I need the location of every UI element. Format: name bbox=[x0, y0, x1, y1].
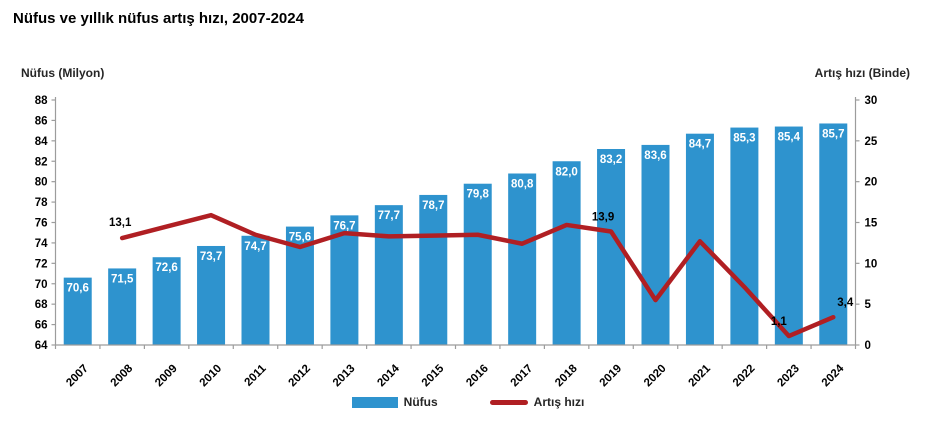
bar-value-label: 72,6 bbox=[155, 262, 177, 274]
x-axis-label-2023: 2023 bbox=[775, 363, 802, 390]
x-axis-label-2018: 2018 bbox=[553, 362, 580, 389]
x-axis-label-2020: 2020 bbox=[642, 363, 669, 390]
bar-value-label: 74,7 bbox=[244, 241, 266, 253]
left-axis-tick-label: 82 bbox=[35, 156, 48, 168]
growth-rate-line bbox=[119, 212, 836, 339]
bar-value-label: 84,7 bbox=[689, 139, 711, 151]
bar-2017 bbox=[508, 173, 537, 345]
x-axis-label-2022: 2022 bbox=[731, 363, 758, 390]
bar-2015 bbox=[419, 194, 448, 345]
left-axis-tick-label: 84 bbox=[35, 136, 48, 148]
x-axis-label-2010: 2010 bbox=[198, 363, 225, 390]
left-axis-tick-label: 64 bbox=[35, 340, 48, 352]
left-axis-tick-label: 74 bbox=[35, 238, 48, 250]
bar-2008 bbox=[108, 268, 137, 345]
bar-value-label: 70,6 bbox=[67, 283, 89, 295]
x-axis-label-2013: 2013 bbox=[331, 363, 358, 390]
right-axis-tick-label: 10 bbox=[865, 258, 878, 270]
right-axis-title: Artış hızı (Binde) bbox=[814, 66, 910, 80]
bar-value-label: 78,7 bbox=[422, 200, 444, 212]
x-axis-label-2008: 2008 bbox=[109, 362, 136, 389]
bar-2020 bbox=[641, 144, 670, 345]
bar-value-label: 73,7 bbox=[200, 251, 222, 263]
x-axis-label-2011: 2011 bbox=[242, 362, 269, 389]
left-axis-tick-label: 80 bbox=[35, 177, 48, 189]
bar-value-label: 85,4 bbox=[778, 132, 801, 144]
x-axis-label-2012: 2012 bbox=[286, 363, 313, 390]
legend-item-nufus: Nüfus bbox=[351, 395, 438, 409]
bar-2014 bbox=[374, 205, 403, 345]
legend: Nüfus Artış hızı bbox=[0, 395, 936, 409]
left-axis-title: Nüfus (Milyon) bbox=[21, 66, 105, 80]
right-axis-tick-label: 15 bbox=[865, 218, 878, 230]
x-axis-label-2024: 2024 bbox=[820, 362, 847, 389]
left-axis-tick-label: 86 bbox=[35, 115, 48, 127]
bar-2016 bbox=[463, 183, 492, 345]
left-axis-tick-label: 72 bbox=[35, 258, 48, 270]
left-axis-tick-label: 68 bbox=[35, 299, 48, 311]
left-axis-tick-label: 76 bbox=[35, 218, 48, 230]
line-value-label-2024: 3,4 bbox=[837, 297, 854, 309]
bar-value-label: 80,8 bbox=[511, 179, 534, 191]
x-axis-label-2014: 2014 bbox=[375, 362, 402, 389]
bar-2022 bbox=[730, 127, 759, 345]
left-axis-tick-label: 70 bbox=[35, 279, 48, 291]
right-axis-tick-label: 30 bbox=[865, 95, 878, 107]
bar-2018 bbox=[552, 161, 581, 345]
bar-value-label: 75,6 bbox=[289, 232, 311, 244]
right-axis-tick-label: 0 bbox=[865, 340, 871, 352]
bar-2011 bbox=[241, 235, 270, 345]
right-axis-tick-label: 20 bbox=[865, 177, 878, 189]
bar-value-label: 82,0 bbox=[555, 166, 577, 178]
x-axis-label-2007: 2007 bbox=[64, 363, 91, 390]
line-value-label-2023: 1,1 bbox=[771, 316, 788, 328]
bar-series-swatch-icon bbox=[351, 396, 398, 408]
left-axis-tick-label: 78 bbox=[35, 197, 48, 209]
bar-2007 bbox=[63, 277, 92, 345]
legend-item-artis-hizi: Artış hızı bbox=[489, 395, 585, 409]
line-value-label-2019: 13,9 bbox=[592, 211, 614, 223]
page-title: Nüfus ve yıllık nüfus artış hızı, 2007-2… bbox=[13, 10, 304, 27]
x-axis-label-2016: 2016 bbox=[464, 363, 491, 390]
bar-value-label: 77,7 bbox=[378, 210, 400, 222]
legend-label-artis-hizi: Artış hızı bbox=[533, 395, 585, 409]
left-axis-tick-label: 88 bbox=[35, 95, 48, 107]
bar-2023 bbox=[774, 126, 803, 346]
bar-value-label: 85,7 bbox=[822, 128, 844, 140]
bar-value-label: 83,2 bbox=[600, 154, 622, 166]
bar-value-label: 79,8 bbox=[467, 189, 490, 201]
bar-value-label: 71,5 bbox=[111, 273, 134, 285]
bar-2024 bbox=[819, 123, 848, 346]
x-axis-label-2015: 2015 bbox=[420, 362, 447, 389]
bar-value-label: 83,6 bbox=[644, 150, 666, 162]
right-axis-tick-label: 25 bbox=[865, 136, 878, 148]
bar-2009 bbox=[152, 257, 181, 345]
right-axis-tick-label: 5 bbox=[865, 299, 872, 311]
x-axis-label-2021: 2021 bbox=[686, 362, 713, 389]
x-axis-label-2009: 2009 bbox=[153, 363, 180, 390]
line-value-label-2008: 13,1 bbox=[109, 217, 132, 229]
x-axis-label-2017: 2017 bbox=[509, 363, 536, 390]
line-series-swatch-icon bbox=[489, 399, 528, 405]
bar-value-label: 85,3 bbox=[733, 133, 755, 145]
bar-value-label: 76,7 bbox=[333, 220, 355, 232]
bar-2010 bbox=[197, 245, 226, 345]
x-axis-label-2019: 2019 bbox=[598, 363, 625, 390]
left-axis-tick-label: 66 bbox=[35, 320, 48, 332]
legend-label-nufus: Nüfus bbox=[403, 395, 438, 409]
